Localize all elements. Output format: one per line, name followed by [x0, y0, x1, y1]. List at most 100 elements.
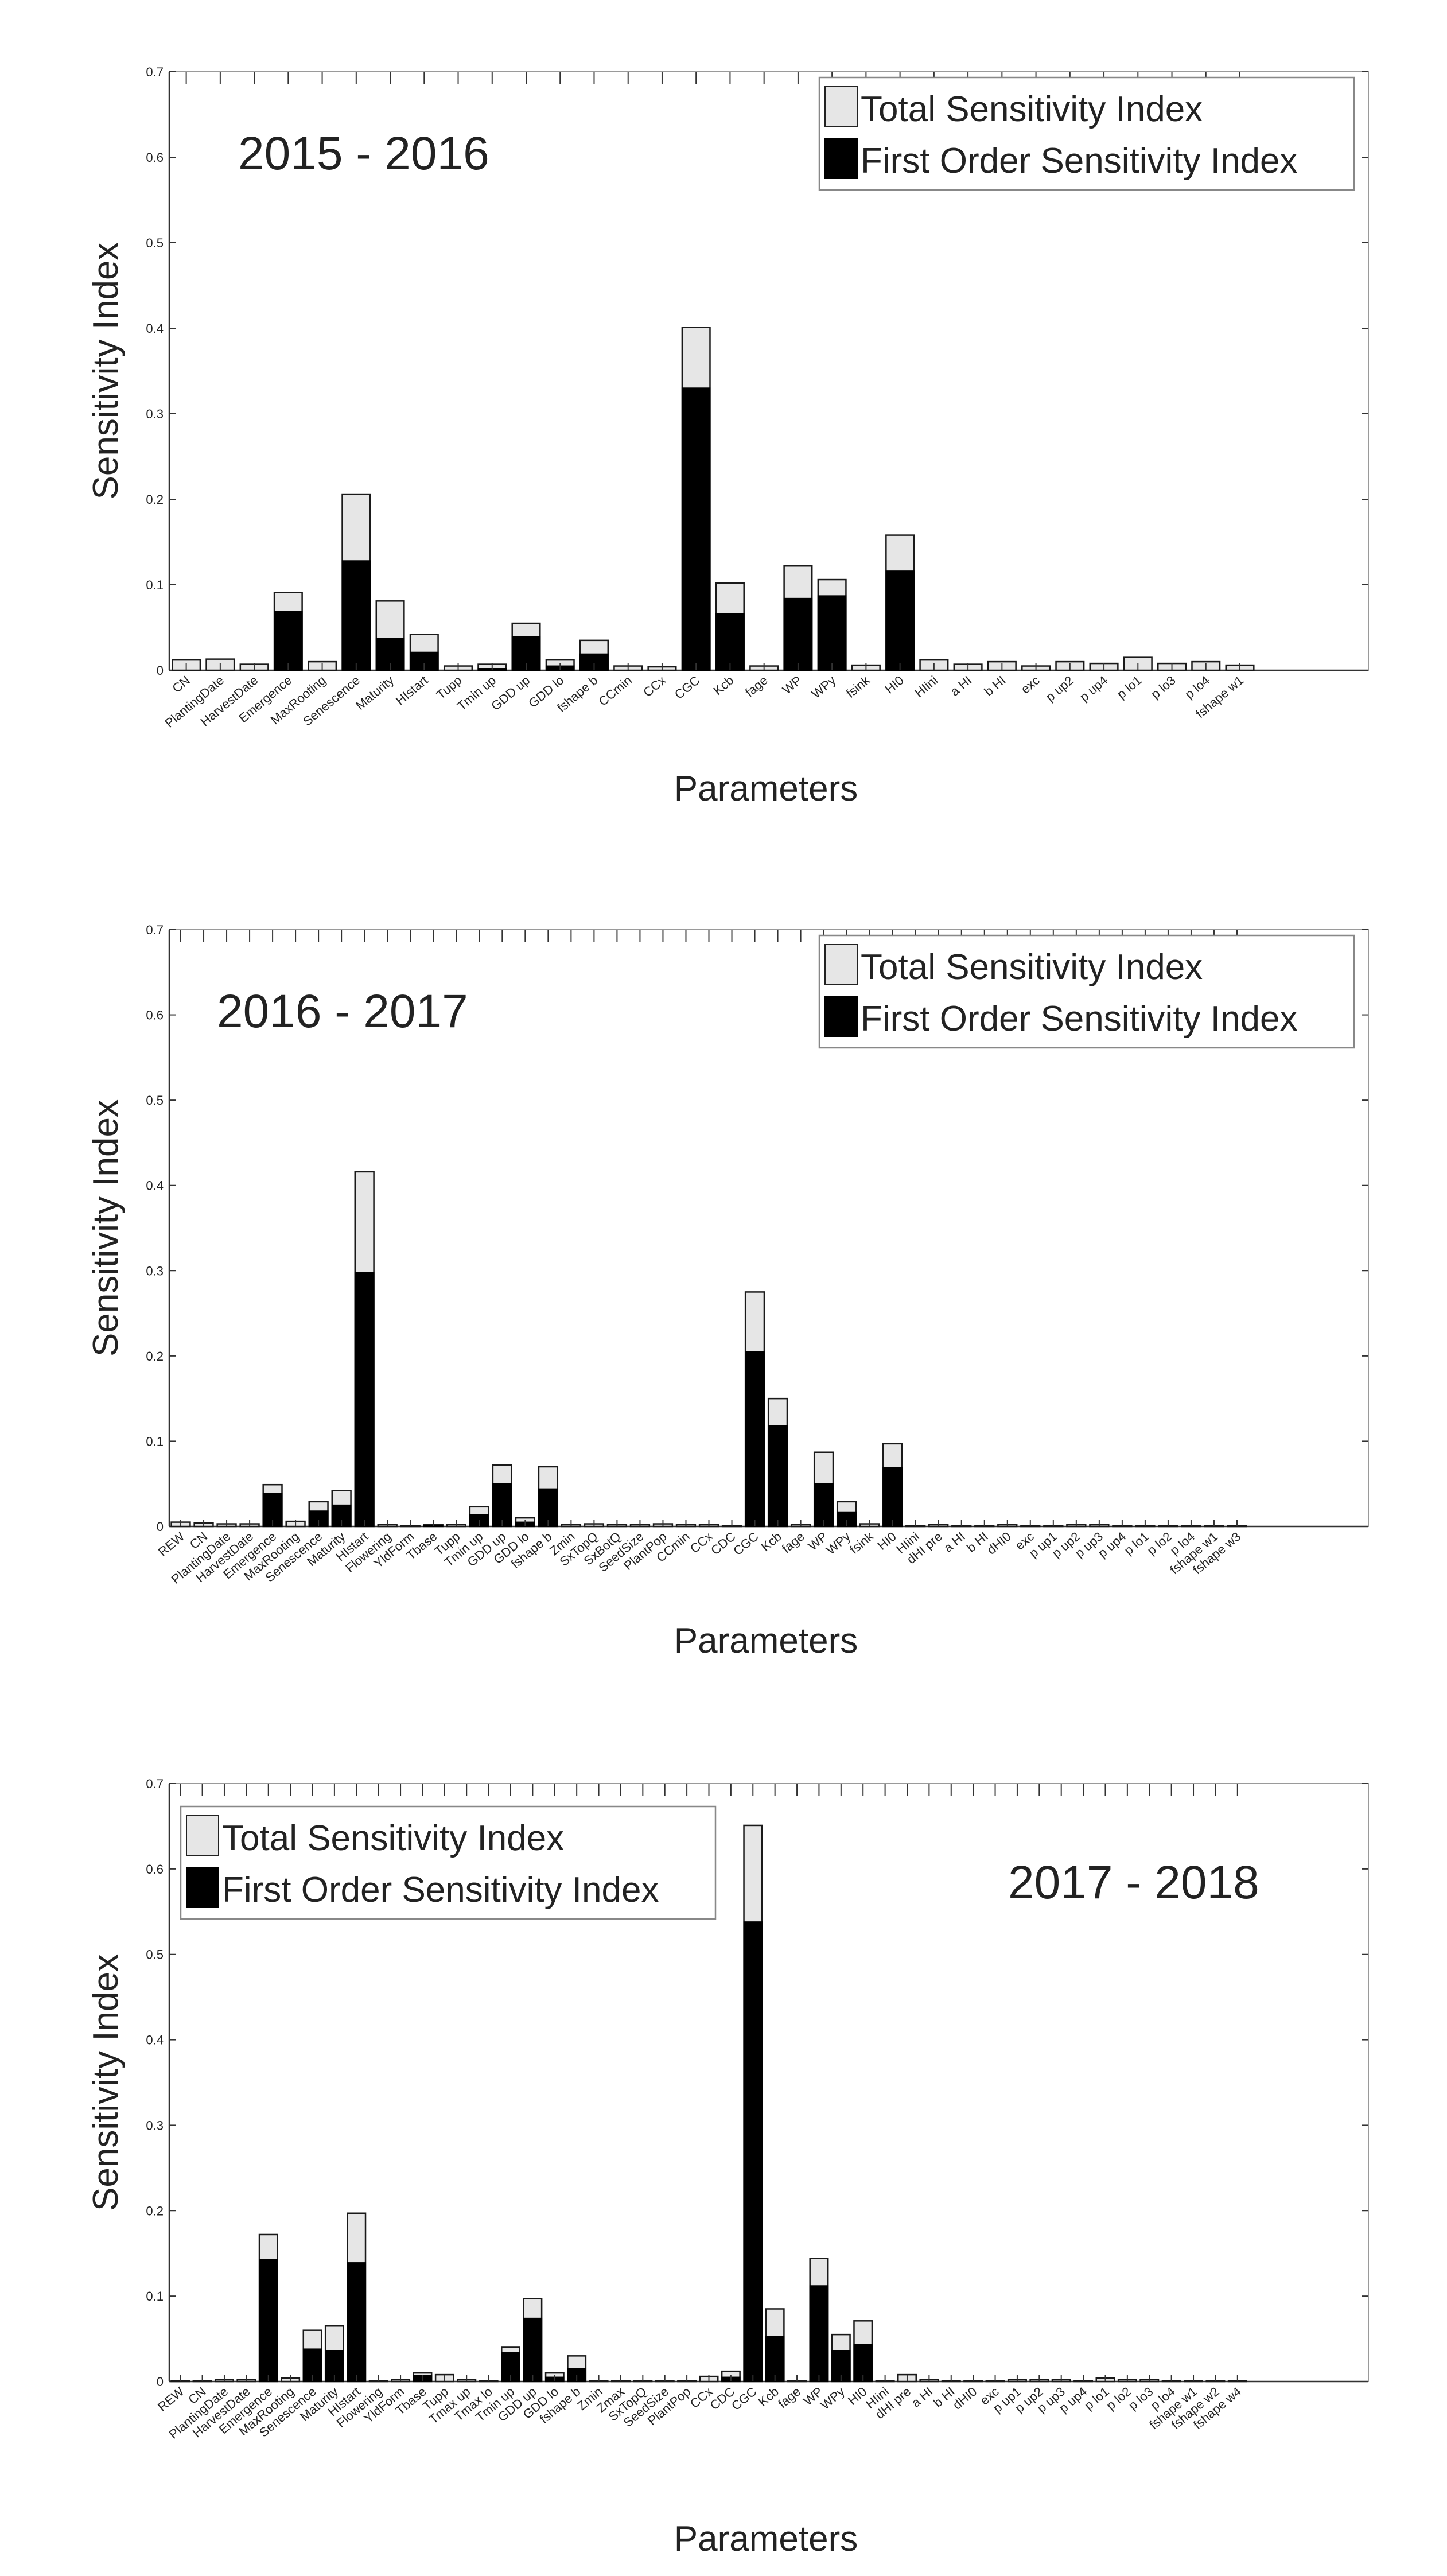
x-tick-label: WP	[780, 673, 804, 697]
y-tick-label: 0.6	[146, 1862, 164, 1876]
x-tick-label: fage	[775, 2384, 803, 2411]
bar-first-HI0	[885, 570, 915, 671]
legend-label-first: First Order Sensitivity Index	[861, 999, 1297, 1039]
bar-first-CGC	[743, 1921, 763, 2383]
bar-first-Senescence	[341, 560, 371, 671]
y-tick-label: 0.1	[146, 2289, 164, 2303]
x-tick-label: Kcb	[711, 673, 737, 698]
bar-first-GDD-up	[523, 2317, 543, 2382]
x-axis-label: Parameters	[674, 2519, 858, 2559]
x-tick-label: fage	[742, 673, 771, 700]
x-tick-label: dHI0	[950, 2384, 980, 2412]
x-tick-label: fsink	[847, 1529, 876, 1557]
x-tick-label: Maturity	[353, 673, 396, 713]
legend-swatch-total	[824, 86, 858, 127]
x-tick-label: exc	[1018, 673, 1042, 697]
x-tick-label: a HI	[947, 673, 974, 699]
chart-panel-1: 00.10.20.30.40.50.60.7CNPlantingDateHarv…	[86, 65, 1369, 809]
y-tick-label: 0.6	[146, 1008, 164, 1023]
y-axis-label: Sensitivity Index	[86, 1099, 126, 1357]
bar-first-HIstart	[354, 1272, 375, 1527]
x-tick-label: HI0	[875, 1529, 899, 1553]
y-tick-label: 0.6	[146, 150, 164, 165]
x-tick-label: HI0	[882, 673, 907, 697]
y-tick-label: 0.2	[146, 492, 164, 507]
period-label: 2016 - 2017	[217, 985, 468, 1038]
period-label: 2015 - 2016	[238, 127, 489, 180]
x-tick-label: p lo3	[1148, 673, 1178, 702]
legend: Total Sensitivity Index First Order Sensi…	[180, 1805, 717, 1920]
legend-box	[818, 76, 1355, 191]
y-tick-label: 0.1	[146, 1434, 164, 1448]
x-tick-label: GDD up	[488, 673, 532, 713]
legend-label-first: First Order Sensitivity Index	[861, 141, 1297, 181]
x-tick-label: HIini	[912, 673, 940, 700]
y-tick-label: 0.3	[146, 407, 164, 421]
legend-label-total: Total Sensitivity Index	[861, 947, 1203, 987]
bar-first-Maturity	[331, 1504, 352, 1528]
y-tick-label: 0	[157, 663, 164, 678]
x-axis-label: Parameters	[674, 769, 858, 809]
y-tick-label: 0.2	[146, 1349, 164, 1363]
y-tick-label: 0.1	[146, 578, 164, 592]
x-tick-label: p lo2	[1145, 1529, 1175, 1558]
x-tick-label: WPy	[809, 673, 839, 701]
y-axis-label: Sensitivity Index	[86, 243, 126, 500]
bar-first-WPy	[817, 595, 847, 671]
legend-swatch-first	[824, 996, 858, 1037]
x-tick-label: Kcb	[756, 2384, 781, 2410]
x-tick-label: CCmin	[596, 673, 635, 709]
legend-label-total: Total Sensitivity Index	[861, 90, 1203, 129]
bar-first-Emergence	[274, 611, 303, 671]
y-tick-label: 0.7	[146, 923, 164, 937]
bar-first-GDD-up	[492, 1483, 512, 1528]
legend: Total Sensitivity Index First Order Sensi…	[818, 76, 1355, 191]
legend-label-total: Total Sensitivity Index	[222, 1819, 564, 1858]
bar-first-CGC	[681, 387, 711, 671]
bar-first-HI0	[882, 1467, 903, 1527]
bar-first-CGC	[745, 1351, 765, 1527]
y-tick-label: 0.5	[146, 1948, 164, 1962]
y-tick-label: 0.7	[146, 65, 164, 79]
x-tick-label: fsink	[843, 673, 873, 701]
y-axis-label: Sensitivity Index	[86, 1954, 126, 2211]
x-tick-label: p lo1	[1114, 673, 1145, 702]
bar-first-WP	[783, 597, 813, 671]
y-tick-label: 0.7	[146, 1777, 164, 1791]
x-tick-label: p up4	[1077, 673, 1110, 705]
bar-first-Kcb	[765, 2336, 785, 2382]
x-tick-label: p lo1	[1121, 1529, 1152, 1558]
legend-box	[818, 934, 1355, 1049]
legend: Total Sensitivity Index First Order Sensi…	[818, 934, 1355, 1049]
legend-label-first: First Order Sensitivity Index	[222, 1870, 659, 1910]
x-axis-label: Parameters	[674, 1621, 858, 1661]
y-tick-label: 0.4	[146, 321, 164, 336]
x-tick-label: a HI	[909, 2384, 936, 2410]
x-tick-label: WPy	[818, 2384, 847, 2412]
y-tick-label: 0.5	[146, 1093, 164, 1108]
legend-swatch-total	[186, 1815, 219, 1856]
bar-first-WP	[814, 1483, 834, 1528]
x-tick-label: Kcb	[758, 1529, 784, 1555]
chart-panel-3: 00.10.20.30.40.50.60.7REWCNPlantingDateH…	[86, 1777, 1369, 2559]
x-tick-label: CCx	[640, 673, 668, 700]
x-tick-label: CCx	[687, 1529, 715, 1556]
y-tick-label: 0.3	[146, 1264, 164, 1278]
legend-box	[180, 1805, 717, 1920]
legend-swatch-total	[824, 944, 858, 985]
bar-first-Emergence	[259, 2259, 278, 2382]
y-tick-label: 0.4	[146, 2033, 164, 2047]
x-tick-label: a HI	[941, 1529, 968, 1555]
legend-swatch-first	[186, 1867, 219, 1908]
x-tick-label: HIstart	[393, 673, 431, 708]
x-tick-label: b HI	[982, 673, 1009, 699]
x-tick-label: CN	[169, 673, 192, 696]
x-tick-label: WPy	[823, 1529, 853, 1557]
y-tick-label: 0.4	[146, 1179, 164, 1193]
y-tick-label: 0.5	[146, 236, 164, 250]
x-tick-label: b HI	[964, 1529, 991, 1555]
x-tick-label: fage	[779, 1529, 807, 1556]
